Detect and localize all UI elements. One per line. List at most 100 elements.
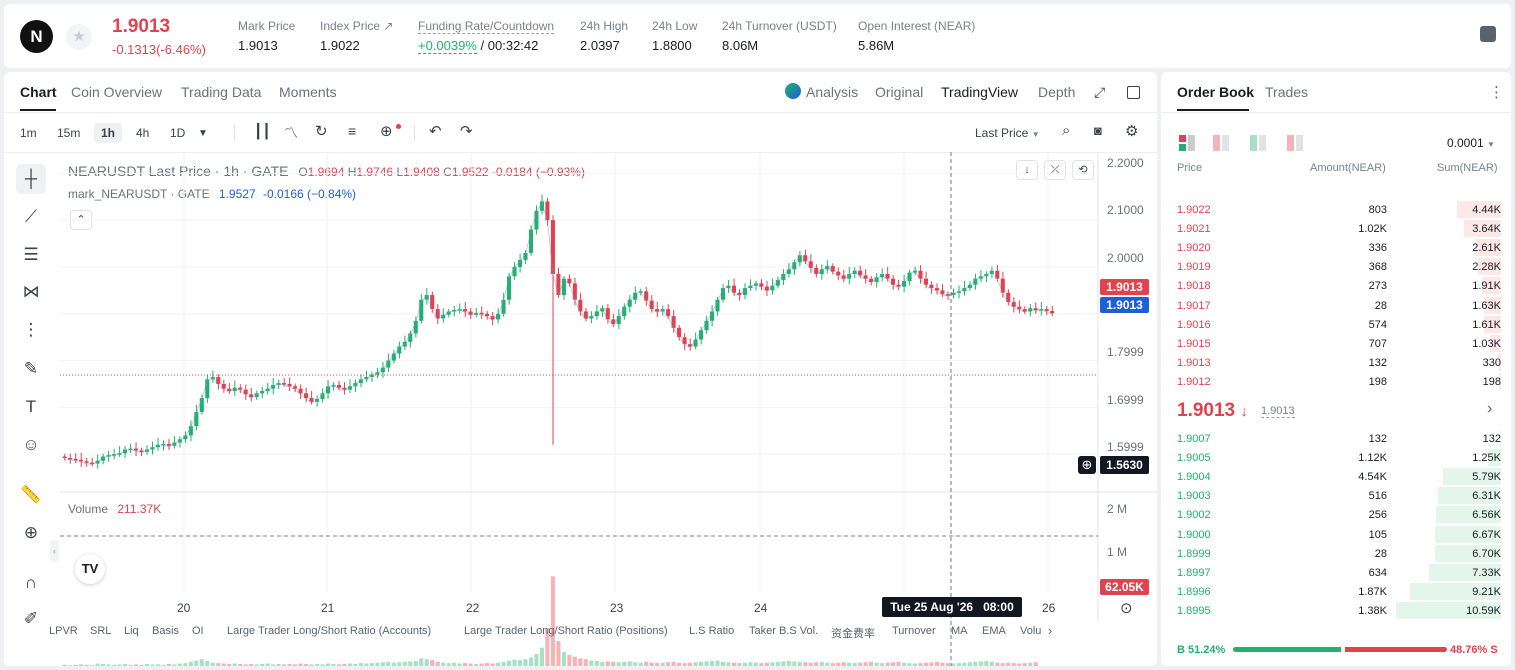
view-ratio-icon[interactable] — [1287, 135, 1303, 151]
bid-row[interactable]: 1.8999 28 6.70K — [1161, 544, 1511, 563]
ask-row[interactable]: 1.9013 132 330 — [1161, 353, 1511, 372]
pattern-tool-icon[interactable]: ⋈ — [22, 282, 40, 301]
bid-row[interactable]: 1.8995 1.38K 10.59K — [1161, 601, 1511, 620]
tab-tradingview[interactable]: TradingView — [941, 84, 1019, 100]
precision-select[interactable]: 0.0001 ▼ — [1447, 136, 1495, 150]
ask-row[interactable]: 1.9020 336 2.61K — [1161, 238, 1511, 257]
bid-row[interactable]: 1.8996 1.87K 9.21K — [1161, 582, 1511, 601]
candle-body — [973, 278, 978, 285]
ind-srl[interactable]: SRL — [90, 625, 112, 637]
price-chart[interactable] — [4, 152, 1157, 666]
indicators-icon[interactable]: 〽 — [284, 125, 298, 141]
interval-4h[interactable]: 4h — [136, 126, 150, 140]
ind-turnover[interactable]: Turnover — [892, 625, 936, 637]
ask-row[interactable]: 1.9019 368 2.28K — [1161, 257, 1511, 276]
ruler-tool-icon[interactable]: 📏 — [20, 485, 42, 504]
collapse-chart-icon[interactable]: ⤫ — [1044, 160, 1066, 180]
interval-1h[interactable]: 1h — [94, 123, 123, 143]
mid-chevron-icon[interactable]: › — [1487, 400, 1493, 417]
undo-icon[interactable]: ↶ — [429, 123, 442, 140]
favorite-star-icon[interactable]: ★ — [66, 24, 92, 50]
more-options-icon[interactable]: ⋮ — [1489, 84, 1504, 101]
bid-row[interactable]: 1.9007 132 132 — [1161, 429, 1511, 448]
ask-row[interactable]: 1.9022 803 4.44K — [1161, 200, 1511, 219]
ind-ema[interactable]: EMA — [982, 625, 1006, 637]
lock-drawing-icon[interactable]: ✐ — [23, 609, 39, 628]
ask-row[interactable]: 1.9021 1.02K 3.64K — [1161, 219, 1511, 238]
bid-row[interactable]: 1.9000 105 6.67K — [1161, 525, 1511, 544]
add-alert-plus-icon[interactable]: ⊕ — [1078, 456, 1096, 474]
tab-original[interactable]: Original — [875, 84, 924, 100]
ind-ls-accounts[interactable]: Large Trader Long/Short Ratio (Accounts) — [227, 625, 432, 637]
ind-volume[interactable]: Volu — [1020, 625, 1042, 637]
tab-moments[interactable]: Moments — [279, 84, 337, 100]
ind-ma[interactable]: MA — [951, 625, 968, 637]
view-asks-icon[interactable] — [1213, 135, 1229, 151]
interval-1m[interactable]: 1m — [20, 126, 37, 140]
ask-row[interactable]: 1.9017 28 1.63K — [1161, 296, 1511, 315]
trendline-tool-icon[interactable]: ⟋ — [25, 207, 37, 226]
ind-liq[interactable]: Liq — [124, 625, 139, 637]
bid-row[interactable]: 1.9004 4.54K 5.79K — [1161, 467, 1511, 486]
text-tool-icon[interactable]: T — [25, 397, 37, 416]
price-type-select[interactable]: Last Price ▼ — [975, 126, 1040, 140]
redo-icon[interactable]: ↷ — [460, 123, 473, 140]
book-icon[interactable] — [1480, 26, 1496, 42]
interval-15m[interactable]: 15m — [57, 126, 81, 140]
search-icon[interactable]: ⌕ — [1062, 122, 1071, 139]
add-indicator-icon[interactable]: ⊕ — [380, 123, 393, 140]
prediction-tool-icon[interactable]: ⋮ — [22, 320, 40, 339]
volume-bar — [720, 661, 726, 666]
magnet-tool-icon[interactable]: ∩ — [24, 573, 38, 592]
tab-chart[interactable]: Chart — [20, 84, 57, 100]
interval-1d[interactable]: 1D — [170, 126, 186, 140]
window-icon[interactable] — [1127, 86, 1140, 99]
sync-chart-icon[interactable]: ⟲ — [1072, 160, 1094, 180]
ask-row[interactable]: 1.9012 198 198 — [1161, 372, 1511, 391]
tab-order-book[interactable]: Order Book — [1177, 84, 1255, 100]
volume-bar — [325, 663, 331, 666]
tab-depth[interactable]: Depth — [1038, 84, 1076, 100]
camera-icon[interactable]: ◙ — [1094, 123, 1102, 138]
indicators-next-icon[interactable]: › — [1048, 623, 1053, 638]
fib-tool-icon[interactable]: ☰ — [23, 245, 39, 264]
ind-funding[interactable]: 资金费率 — [831, 628, 875, 640]
scroll-down-icon[interactable]: ↓ — [1016, 160, 1038, 180]
collapse-toolbar-icon[interactable]: ‹ — [50, 540, 59, 562]
emoji-tool-icon[interactable]: ☺ — [22, 435, 40, 454]
ind-lpvr[interactable]: LPVR — [49, 625, 78, 637]
settings-gear-icon[interactable]: ⚙ — [1125, 123, 1139, 140]
candle-type-icon[interactable]: ┃┃ — [254, 123, 271, 139]
replay-icon[interactable]: ↻ — [315, 123, 328, 140]
volume-bar — [600, 661, 605, 666]
volume-bar — [441, 662, 446, 666]
ind-oi[interactable]: OI — [192, 625, 204, 637]
brush-tool-icon[interactable]: ✎ — [23, 359, 39, 378]
tab-coin-overview[interactable]: Coin Overview — [71, 84, 163, 100]
tab-analysis[interactable]: Analysis — [806, 84, 859, 100]
view-both-icon[interactable] — [1179, 135, 1195, 151]
bid-row[interactable]: 1.9003 516 6.31K — [1161, 486, 1511, 505]
ask-row[interactable]: 1.9018 273 1.91K — [1161, 276, 1511, 295]
ask-row[interactable]: 1.9016 574 1.61K — [1161, 315, 1511, 334]
ind-basis[interactable]: Basis — [152, 625, 179, 637]
templates-icon[interactable]: ≡ — [348, 123, 357, 139]
index-price-label[interactable]: Index Price ↗ — [320, 19, 394, 33]
crosshair-tool-icon[interactable]: ┼ — [16, 164, 46, 194]
bid-amount: 634 — [1368, 566, 1387, 579]
ask-row[interactable]: 1.9015 707 1.03K — [1161, 334, 1511, 353]
bid-row[interactable]: 1.8997 634 7.33K — [1161, 563, 1511, 582]
tab-trading-data[interactable]: Trading Data — [181, 84, 262, 100]
expand-icon[interactable]: ⤢ — [1094, 84, 1106, 100]
bid-row[interactable]: 1.9002 256 6.56K — [1161, 505, 1511, 524]
ind-taker-vol[interactable]: Taker B.S Vol. — [749, 625, 819, 637]
chart-settings-icon[interactable]: ⊙ — [1120, 600, 1133, 617]
bid-price: 1.9002 — [1177, 509, 1211, 522]
ind-ls-positions[interactable]: Large Trader Long/Short Ratio (Positions… — [464, 625, 668, 637]
view-bids-icon[interactable] — [1250, 135, 1266, 151]
tab-trades[interactable]: Trades — [1265, 84, 1309, 100]
zoom-tool-icon[interactable]: ⊕ — [23, 523, 39, 542]
interval-dropdown-icon[interactable]: ▼ — [198, 128, 208, 139]
ind-ls-ratio[interactable]: L.S Ratio — [689, 625, 735, 637]
bid-row[interactable]: 1.9005 1.12K 1.25K — [1161, 448, 1511, 467]
